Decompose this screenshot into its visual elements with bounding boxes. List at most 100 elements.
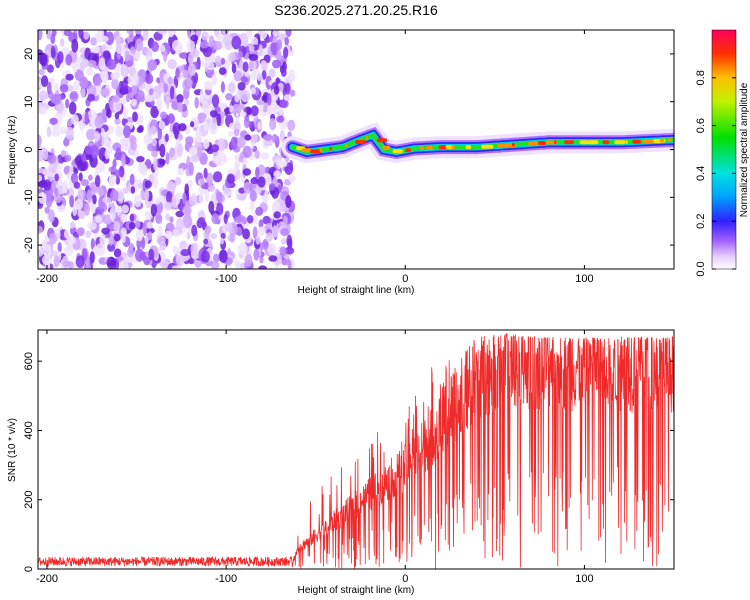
noise-speckle	[84, 111, 89, 126]
noise-speckle	[100, 87, 110, 97]
noise-speckle	[212, 171, 223, 183]
noise-speckle	[174, 176, 182, 186]
noise-speckle	[289, 89, 296, 97]
noise-speckle	[234, 160, 241, 169]
noise-speckle	[158, 158, 166, 166]
noise-speckle	[250, 72, 258, 81]
noise-speckle	[200, 250, 210, 263]
noise-speckle	[273, 252, 283, 266]
noise-speckle	[150, 203, 158, 217]
spectrogram-x-axis-label: Height of straight line (km)	[298, 285, 415, 296]
noise-speckle	[263, 139, 273, 147]
noise-speckle	[139, 95, 145, 103]
noise-speckle	[142, 222, 147, 236]
noise-speckle	[51, 30, 57, 37]
noise-speckle	[107, 243, 116, 252]
y-tick-label: 0	[23, 566, 35, 572]
noise-speckle	[95, 243, 106, 257]
noise-speckle	[242, 145, 252, 158]
noise-speckle	[57, 51, 64, 64]
noise-speckle	[150, 105, 159, 119]
noise-speckle	[255, 235, 261, 245]
snr-y-axis-label: SNR (10 * v/v)	[7, 418, 18, 482]
noise-speckle	[198, 192, 203, 204]
noise-speckle	[69, 221, 76, 229]
noise-speckle	[39, 52, 48, 67]
noise-speckle	[80, 179, 90, 187]
x-tick-label: 100	[575, 273, 593, 285]
ridge-hot-segment	[614, 140, 626, 145]
noise-speckle	[140, 236, 146, 250]
noise-speckle	[199, 89, 205, 103]
noise-speckle	[150, 125, 157, 136]
noise-speckle	[179, 52, 189, 59]
noise-speckle	[191, 224, 198, 237]
noise-speckle	[136, 156, 145, 163]
noise-speckle	[45, 196, 53, 208]
spectrogram-x-ticks: -200 -100 0 100	[36, 30, 594, 285]
noise-speckle	[122, 187, 130, 194]
noise-speckle	[258, 265, 267, 269]
noise-speckle	[204, 188, 209, 203]
noise-speckle	[144, 73, 154, 85]
noise-speckle	[171, 39, 182, 52]
noise-speckle	[87, 221, 97, 231]
noise-speckle	[38, 148, 45, 162]
noise-speckle	[235, 112, 240, 124]
noise-speckle	[219, 237, 224, 245]
noise-speckle	[221, 57, 226, 65]
noise-speckle	[171, 265, 182, 269]
noise-speckle	[204, 225, 212, 235]
noise-speckle	[185, 78, 193, 88]
noise-speckle	[219, 249, 228, 263]
noise-speckle	[280, 160, 288, 168]
noise-speckle	[133, 194, 142, 208]
colorbar-label: Normalized spectral amplitude	[739, 82, 750, 217]
noise-speckle	[129, 221, 136, 230]
noise-speckle	[288, 69, 295, 80]
noise-speckle	[138, 163, 148, 175]
noise-speckle	[69, 195, 75, 208]
noise-speckle	[129, 173, 135, 186]
noise-speckle	[240, 89, 251, 103]
noise-speckle	[144, 210, 153, 220]
noise-speckle	[50, 45, 56, 59]
noise-speckle	[65, 54, 73, 66]
ridge-hot-segment	[659, 138, 665, 143]
x-tick-label: 0	[402, 273, 408, 285]
noise-speckle	[111, 77, 119, 90]
noise-speckle	[224, 59, 231, 70]
spectrogram-y-axis-label: Frequency (Hz)	[7, 116, 18, 185]
y-tick-label: 600	[23, 352, 35, 370]
noise-speckle	[248, 183, 253, 192]
noise-speckle	[159, 44, 166, 53]
noise-speckle	[114, 112, 120, 120]
noise-speckle	[48, 232, 57, 245]
noise-speckle	[86, 67, 93, 76]
noise-speckle	[65, 126, 74, 140]
noise-speckle	[182, 192, 187, 205]
spectrogram-ridge	[281, 122, 674, 164]
noise-speckle	[38, 30, 43, 41]
noise-speckle	[172, 125, 178, 135]
noise-speckle	[159, 143, 166, 158]
noise-speckle	[98, 57, 106, 71]
noise-speckle	[127, 247, 134, 258]
noise-speckle	[237, 242, 248, 256]
ridge-hot-segment	[588, 140, 599, 145]
y-tick-label: 10	[23, 96, 35, 108]
noise-speckle	[259, 256, 264, 264]
noise-speckle	[101, 227, 110, 235]
noise-speckle	[208, 35, 215, 48]
noise-speckle	[71, 38, 79, 53]
noise-speckle	[100, 70, 109, 84]
noise-speckle	[217, 138, 226, 152]
noise-speckle	[250, 134, 259, 144]
ridge-hot-segment	[365, 135, 368, 140]
noise-speckle	[240, 76, 249, 83]
noise-speckle	[228, 222, 233, 235]
noise-speckle	[69, 164, 74, 177]
ridge-hot-segment	[405, 148, 411, 153]
noise-speckle	[180, 249, 191, 257]
colorbar-tick-label: 0.2	[695, 214, 707, 229]
